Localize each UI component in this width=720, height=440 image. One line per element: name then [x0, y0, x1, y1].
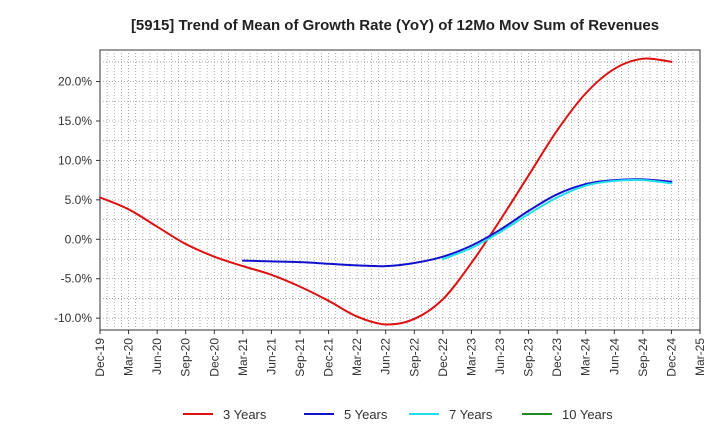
legend-label-7-years: 7 Years [449, 407, 493, 422]
legend-label-10-years: 10 Years [562, 407, 613, 422]
series-line-3-years [99, 57, 673, 326]
y-tick-label: 10.0% [58, 153, 92, 167]
x-tick-label: Dec-24 [664, 338, 678, 377]
x-tick-label: Dec-21 [322, 338, 336, 377]
legend-label-5-years: 5 Years [344, 407, 388, 422]
x-tick-label: Mar-22 [350, 338, 364, 376]
x-tick-label: Mar-23 [464, 338, 478, 376]
x-tick-label: Dec-22 [436, 338, 450, 377]
x-tick-label: Jun-20 [150, 338, 164, 375]
y-tick-label: 20.0% [58, 75, 92, 89]
x-tick-label: Mar-25 [693, 338, 707, 376]
y-tick-label: 0.0% [65, 232, 93, 246]
legend-label-3-years: 3 Years [223, 407, 267, 422]
series-line-7-years [441, 178, 673, 261]
x-tick-label: Dec-20 [207, 338, 221, 377]
chart-title: [5915] Trend of Mean of Growth Rate (YoY… [131, 17, 659, 34]
x-tick-label: Sep-20 [179, 338, 193, 377]
x-tick-label: Mar-24 [579, 338, 593, 376]
x-tick-label: Sep-23 [522, 338, 536, 377]
series-line-5-years [241, 178, 673, 268]
x-tick-label: Jun-23 [493, 338, 507, 375]
y-tick-label: 15.0% [58, 114, 92, 128]
x-tick-label: Jun-22 [379, 338, 393, 375]
y-tick-label: 5.0% [65, 193, 93, 207]
x-tick-label: Jun-24 [607, 338, 621, 375]
x-tick-label: Mar-20 [122, 338, 136, 376]
y-tick-label: -10.0% [54, 311, 92, 325]
plot-area [99, 49, 701, 331]
x-tick-label: Dec-19 [93, 338, 107, 377]
x-tick-label: Sep-22 [407, 338, 421, 377]
y-tick-label: -5.0% [61, 272, 93, 286]
x-tick-label: Dec-23 [550, 338, 564, 377]
x-tick-label: Jun-21 [264, 338, 278, 375]
x-tick-label: Sep-24 [636, 338, 650, 377]
x-tick-label: Sep-21 [293, 338, 307, 377]
x-tick-label: Mar-21 [236, 338, 250, 376]
